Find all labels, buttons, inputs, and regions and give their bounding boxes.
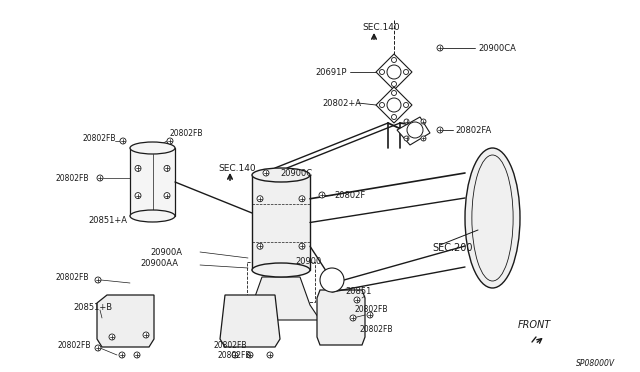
Circle shape xyxy=(257,243,263,249)
Ellipse shape xyxy=(252,263,310,277)
Polygon shape xyxy=(220,295,280,347)
Text: 20802FB: 20802FB xyxy=(170,128,204,138)
Text: 20900AA: 20900AA xyxy=(140,259,178,267)
Circle shape xyxy=(380,103,385,108)
Polygon shape xyxy=(97,295,154,347)
Circle shape xyxy=(232,352,238,358)
Circle shape xyxy=(267,352,273,358)
Circle shape xyxy=(421,119,426,124)
Circle shape xyxy=(392,81,397,87)
Ellipse shape xyxy=(465,148,520,288)
Text: 20802F: 20802F xyxy=(334,190,365,199)
Text: 20802+A: 20802+A xyxy=(322,99,361,108)
Circle shape xyxy=(135,193,141,199)
Circle shape xyxy=(392,58,397,62)
Polygon shape xyxy=(397,117,430,145)
Text: SEC.140: SEC.140 xyxy=(362,22,399,32)
Circle shape xyxy=(407,122,423,138)
Text: 20802FB: 20802FB xyxy=(82,134,115,142)
Circle shape xyxy=(247,352,253,358)
Polygon shape xyxy=(376,87,412,123)
Circle shape xyxy=(95,277,101,283)
Circle shape xyxy=(263,170,269,176)
Circle shape xyxy=(320,268,344,292)
Circle shape xyxy=(387,65,401,79)
Circle shape xyxy=(164,166,170,171)
Circle shape xyxy=(421,136,426,141)
Text: SEC.200: SEC.200 xyxy=(432,243,472,253)
Circle shape xyxy=(167,138,173,144)
Circle shape xyxy=(299,196,305,202)
Ellipse shape xyxy=(252,168,310,182)
Circle shape xyxy=(437,45,443,51)
Text: 20900: 20900 xyxy=(295,257,321,266)
Text: 20900CA: 20900CA xyxy=(478,44,516,52)
Circle shape xyxy=(319,192,325,198)
Circle shape xyxy=(404,136,409,141)
Circle shape xyxy=(119,352,125,358)
Text: 20851+A: 20851+A xyxy=(88,215,127,224)
Circle shape xyxy=(97,175,103,181)
Bar xyxy=(130,148,175,216)
Polygon shape xyxy=(317,290,365,345)
Text: 20802FB: 20802FB xyxy=(360,326,394,334)
Text: 20900C: 20900C xyxy=(280,169,312,177)
Text: FRONT: FRONT xyxy=(518,320,551,330)
Circle shape xyxy=(403,70,408,74)
Circle shape xyxy=(437,127,443,133)
Ellipse shape xyxy=(130,210,175,222)
Circle shape xyxy=(120,138,126,144)
Circle shape xyxy=(387,98,401,112)
Circle shape xyxy=(350,315,356,321)
Polygon shape xyxy=(252,277,320,320)
Circle shape xyxy=(367,312,373,318)
Polygon shape xyxy=(376,54,412,90)
Circle shape xyxy=(134,352,140,358)
Circle shape xyxy=(403,103,408,108)
Circle shape xyxy=(143,332,149,338)
Text: SEC.140: SEC.140 xyxy=(218,164,255,173)
Bar xyxy=(247,262,315,302)
Circle shape xyxy=(95,345,101,351)
Circle shape xyxy=(380,70,385,74)
Circle shape xyxy=(109,334,115,340)
Text: 20851+B: 20851+B xyxy=(73,304,112,312)
Circle shape xyxy=(257,196,263,202)
Circle shape xyxy=(164,193,170,199)
Text: 20691P: 20691P xyxy=(315,67,346,77)
Circle shape xyxy=(404,119,409,124)
Text: 20802FB: 20802FB xyxy=(355,305,388,314)
Text: SP08000V: SP08000V xyxy=(576,359,615,368)
Ellipse shape xyxy=(130,142,175,154)
Circle shape xyxy=(392,115,397,119)
Ellipse shape xyxy=(472,155,513,281)
Text: 20802FB: 20802FB xyxy=(55,173,88,183)
Circle shape xyxy=(135,166,141,171)
Text: 20851: 20851 xyxy=(345,288,371,296)
Circle shape xyxy=(392,90,397,96)
Text: 20802FA: 20802FA xyxy=(455,125,492,135)
Text: 20802FB: 20802FB xyxy=(57,340,90,350)
Text: 20802FB: 20802FB xyxy=(218,352,252,360)
Text: 20900A: 20900A xyxy=(150,247,182,257)
Circle shape xyxy=(354,297,360,303)
Bar xyxy=(252,175,310,270)
Circle shape xyxy=(299,243,305,249)
Text: 20802FB: 20802FB xyxy=(213,340,246,350)
Text: 20802FB: 20802FB xyxy=(55,273,88,282)
